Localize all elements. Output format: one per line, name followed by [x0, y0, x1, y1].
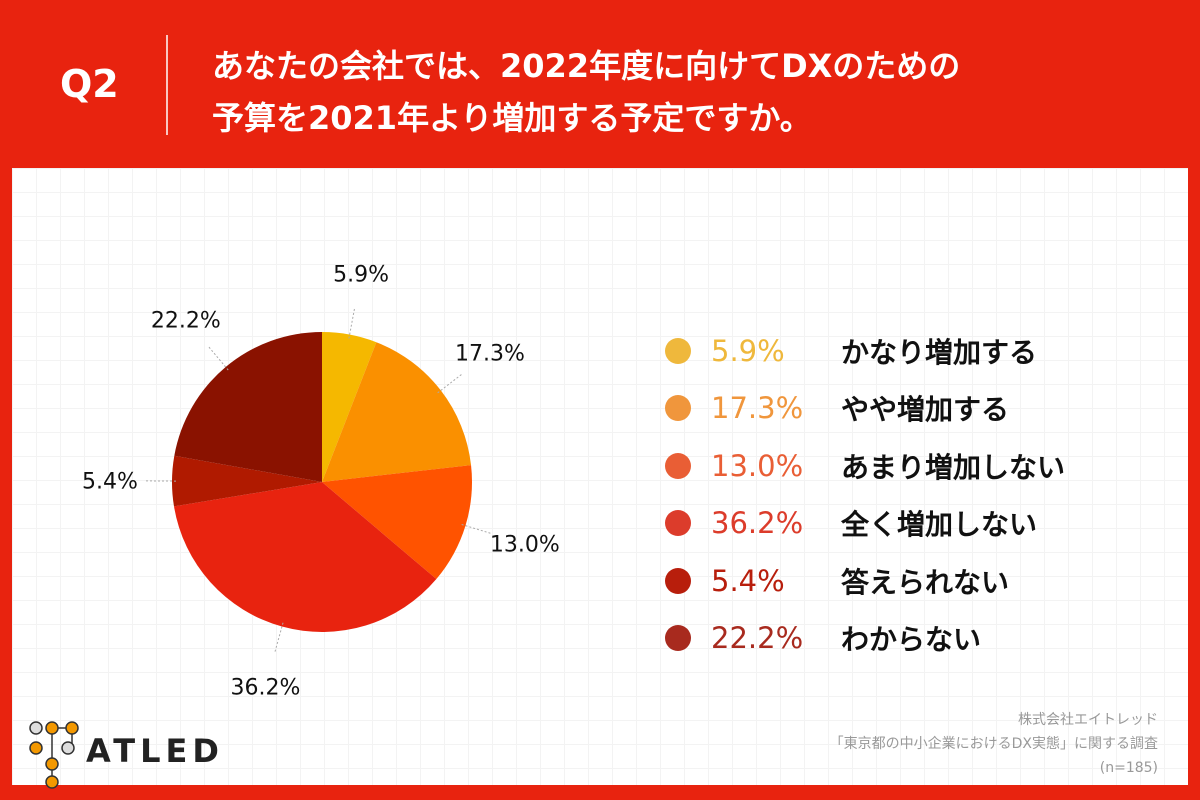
legend-label: わからない [841, 623, 982, 657]
atled-logo-icon [29, 721, 79, 789]
pie-slice [322, 465, 472, 580]
source-survey: 「東京都の中小企業におけるDX実態」に関する調査 [829, 736, 1158, 752]
legend-dot [665, 452, 691, 479]
atled-logo: ATLED [28, 720, 219, 794]
divider [166, 35, 168, 135]
source-company: 株式会社エイトレッド [1018, 712, 1158, 728]
legend-percent: 22.2% [711, 621, 804, 656]
legend-percent: 5.4% [711, 563, 785, 598]
leader-line [348, 306, 356, 339]
pie-slice [322, 342, 472, 482]
legend-percent: 17.3% [711, 391, 804, 426]
legend-percent: 5.9% [711, 333, 785, 368]
pie-slice [322, 332, 377, 482]
legend-item: 5.4% 答えられない [665, 552, 1065, 610]
data-label: 5.4% [82, 470, 138, 495]
legend-item: 36.2% 全く増加しない [665, 495, 1065, 553]
title-line-2: 予算を2021年より増加する予定ですか。 [212, 99, 812, 137]
data-label: 22.2% [151, 309, 221, 334]
legend-label: 答えられない [841, 565, 1010, 599]
data-label: 36.2% [230, 675, 300, 700]
logo-text: ATLED [86, 732, 224, 770]
title-line-1: あなたの会社では、2022年度に向けてDXのための [212, 47, 961, 85]
legend: 5.9% かなり増加する 17.3% やや増加する 13.0% あまり増加しない 36.2%… [665, 322, 1065, 667]
data-label: 5.9% [333, 263, 389, 288]
legend-label: あまり増加しない [841, 450, 1066, 484]
legend-dot [665, 395, 691, 422]
legend-percent: 36.2% [711, 506, 804, 541]
leader-line [274, 622, 284, 654]
source-note: 株式会社エイトレッド 「東京都の中小企業におけるDX実態」に関する調査 (n=1… [830, 708, 1158, 780]
data-label: 13.0% [490, 533, 560, 558]
legend-dot [665, 625, 691, 652]
data-label: 17.3% [455, 342, 525, 367]
legend-dot [665, 510, 691, 537]
legend-item: 5.9% かなり増加する [665, 322, 1065, 380]
legend-dot [665, 567, 691, 594]
legend-item: 22.2% わからない [665, 610, 1065, 668]
sample-size: (n=185) [1099, 760, 1158, 776]
legend-label: かなり増加する [841, 335, 1038, 369]
question-number: Q2 [60, 62, 119, 106]
page-title: あなたの会社では、2022年度に向けてDXのための 予算を2021年より増加する… [212, 40, 1162, 144]
legend-dot [665, 337, 691, 364]
pie-slice [174, 332, 322, 482]
legend-item: 17.3% やや増加する [665, 380, 1065, 438]
pie-slice [171, 455, 322, 507]
legend-percent: 13.0% [711, 448, 804, 483]
legend-label: やや増加する [841, 393, 1010, 427]
legend-item: 13.0% あまり増加しない [665, 437, 1065, 495]
leader-line [461, 524, 493, 535]
legend-label: 全く増加しない [841, 508, 1038, 542]
pie-slice [173, 482, 437, 633]
leader-line [437, 372, 464, 394]
leader-line [207, 345, 229, 371]
